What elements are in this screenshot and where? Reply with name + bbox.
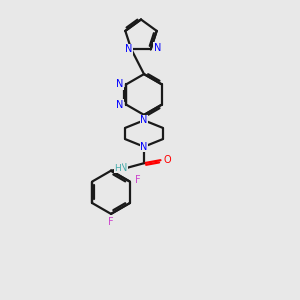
- Text: N: N: [125, 44, 133, 54]
- Text: N: N: [140, 115, 148, 125]
- Text: N: N: [140, 142, 148, 152]
- Text: N: N: [154, 43, 161, 53]
- Text: F: F: [135, 175, 140, 185]
- Text: F: F: [108, 217, 113, 227]
- Text: N: N: [116, 79, 123, 89]
- Text: N: N: [120, 163, 128, 173]
- Text: O: O: [163, 154, 171, 165]
- Text: H: H: [115, 164, 121, 173]
- Text: N: N: [116, 100, 123, 110]
